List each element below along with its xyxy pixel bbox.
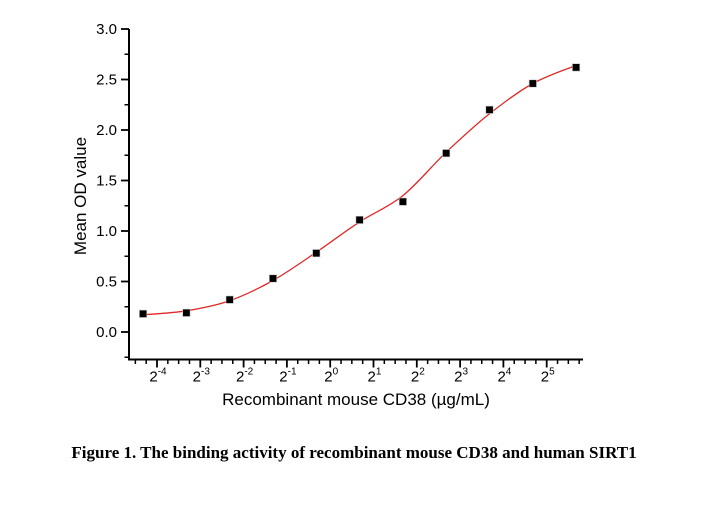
y-tick-label: 0.5 xyxy=(96,274,117,291)
data-point-marker xyxy=(485,105,494,114)
x-tick-label: 23 xyxy=(454,367,468,386)
data-point-marker xyxy=(398,197,407,206)
data-point-marker xyxy=(312,249,321,258)
data-point-marker xyxy=(225,295,234,304)
figure-caption: Figure 1. The binding activity of recomb… xyxy=(71,443,637,462)
x-tick-label: 2-3 xyxy=(193,367,211,386)
data-point-marker xyxy=(572,63,581,72)
y-axis-ticks: 0.0 0.5 1.0 1.5 2.0 2.5 3.0 xyxy=(96,21,129,358)
data-point-marker xyxy=(182,308,191,317)
data-point-marker xyxy=(528,79,537,88)
y-tick-label: 2.0 xyxy=(96,122,117,139)
y-tick-label: 3.0 xyxy=(96,21,117,38)
binding-activity-chart: 0.00.51.01.52.02.53.02-4 2-3 2-2 2-1 20 21 22 2… xyxy=(96,21,583,386)
x-tick-label: 22 xyxy=(411,367,425,386)
x-tick-label: 2-1 xyxy=(279,367,297,386)
y-tick-label: 2.5 xyxy=(96,72,117,89)
x-tick-label: 2-4 xyxy=(149,367,167,386)
y-tick-label: 1.0 xyxy=(96,223,117,240)
y-tick-label: 0.0 xyxy=(96,324,117,341)
x-tick-label: 24 xyxy=(497,367,511,386)
axes xyxy=(128,29,583,361)
data-point-marker xyxy=(355,215,364,224)
data-point-marker xyxy=(442,149,451,158)
data-points xyxy=(139,63,581,318)
x-tick-label: 25 xyxy=(541,367,555,386)
data-point-marker xyxy=(268,274,277,283)
fit-curve xyxy=(143,64,577,316)
x-tick-label: 21 xyxy=(368,367,382,386)
x-axis-ticks: 2-4 2-3 2-2 2-1 20 21 22 23 24 25 xyxy=(134,359,580,386)
x-tick-label: 2-2 xyxy=(236,367,254,386)
x-tick-label: 20 xyxy=(324,367,338,386)
y-tick-label: 1.5 xyxy=(96,173,117,190)
x-axis-title: Recombinant mouse CD38 (µg/mL) xyxy=(222,390,490,409)
data-point-marker xyxy=(139,309,148,318)
